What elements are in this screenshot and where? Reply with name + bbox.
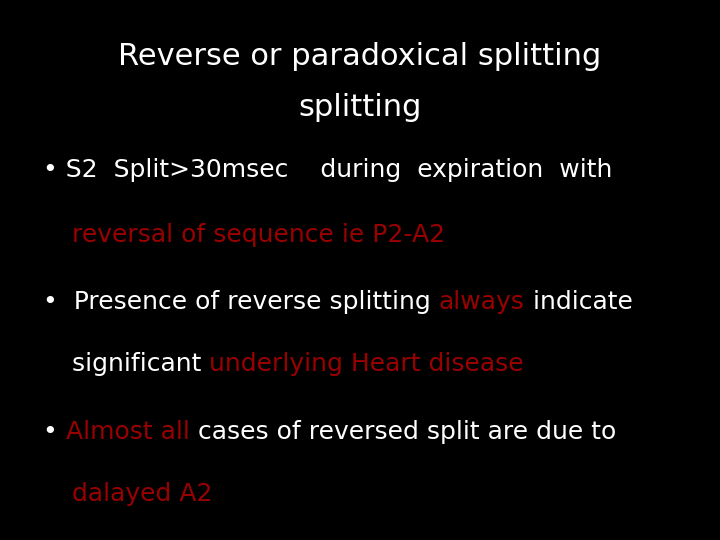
Text: underlying Heart disease: underlying Heart disease <box>210 353 524 376</box>
Text: splitting: splitting <box>298 93 422 123</box>
Text: Reverse or paradoxical splitting: Reverse or paradoxical splitting <box>118 42 602 71</box>
Text: indicate: indicate <box>525 291 633 314</box>
Text: •: • <box>43 420 66 444</box>
Text: • S2  Split>30msec    during  expiration  with: • S2 Split>30msec during expiration with <box>43 158 613 182</box>
Text: dalayed A2: dalayed A2 <box>72 482 212 506</box>
Text: •  Presence of reverse splitting: • Presence of reverse splitting <box>43 291 439 314</box>
Text: significant: significant <box>72 353 210 376</box>
Text: reversal of sequence ie P2-A2: reversal of sequence ie P2-A2 <box>72 223 445 247</box>
Text: Almost all: Almost all <box>66 420 190 444</box>
Text: always: always <box>439 291 525 314</box>
Text: cases of reversed split are due to: cases of reversed split are due to <box>190 420 616 444</box>
